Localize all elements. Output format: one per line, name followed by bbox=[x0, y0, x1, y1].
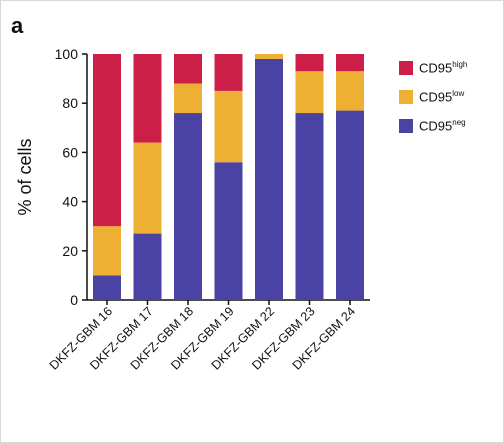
bar-segment bbox=[93, 54, 121, 227]
bar-segment bbox=[214, 162, 243, 300]
bar-segment bbox=[174, 113, 202, 300]
y-tick-label: 20 bbox=[62, 243, 78, 259]
bar-segment bbox=[133, 142, 162, 234]
legend-label-high: CD95high bbox=[419, 60, 468, 76]
bar-segment bbox=[93, 226, 121, 276]
y-tick-label: 80 bbox=[62, 95, 78, 111]
legend-swatch-high bbox=[399, 61, 413, 75]
bar-segment bbox=[174, 83, 202, 114]
y-tick-label: 100 bbox=[55, 46, 79, 62]
y-tick-label: 0 bbox=[70, 292, 78, 308]
bar-segment bbox=[214, 54, 243, 91]
legend-label-low: CD95low bbox=[419, 89, 465, 105]
legend: CD95high CD95low CD95neg bbox=[399, 59, 467, 146]
legend-item-cd95-neg: CD95neg bbox=[399, 117, 467, 135]
bar-segment bbox=[295, 71, 324, 114]
bar-segment bbox=[336, 71, 364, 111]
legend-label-neg: CD95neg bbox=[419, 118, 466, 134]
bar-segment bbox=[133, 233, 162, 300]
legend-swatch-low bbox=[399, 90, 413, 104]
legend-item-cd95-high: CD95high bbox=[399, 59, 467, 77]
bar-segment bbox=[93, 275, 121, 300]
legend-item-cd95-low: CD95low bbox=[399, 88, 467, 106]
bar-segment bbox=[295, 54, 324, 72]
panel-label: a bbox=[11, 13, 24, 38]
bar-segment bbox=[174, 54, 202, 84]
bar-segment bbox=[295, 113, 324, 300]
bar-segment bbox=[336, 110, 364, 300]
bar-segment bbox=[336, 54, 364, 72]
bar-segment bbox=[255, 58, 283, 300]
bar-segment bbox=[255, 54, 283, 59]
bar-segment bbox=[214, 90, 243, 163]
y-axis-title: % of cells bbox=[15, 138, 35, 215]
y-tick-label: 60 bbox=[62, 144, 78, 160]
legend-swatch-neg bbox=[399, 119, 413, 133]
y-tick-label: 40 bbox=[62, 194, 78, 210]
bar-segment bbox=[133, 54, 162, 143]
